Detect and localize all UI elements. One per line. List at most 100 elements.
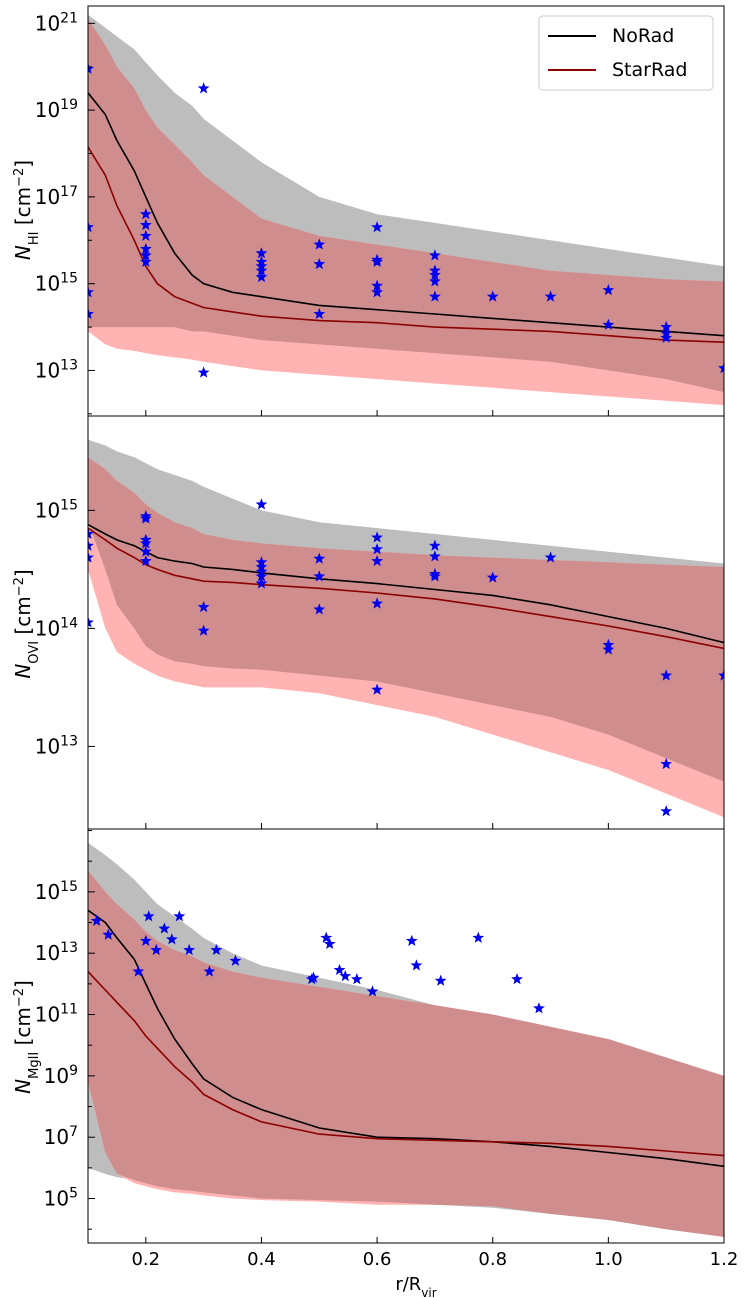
y-axis-label-mgii: NMgII [cm−2] (11, 980, 42, 1094)
observation-point (255, 577, 268, 589)
observation-point (88, 307, 94, 320)
observation-point (371, 531, 383, 543)
observation-point (139, 554, 152, 567)
plot-area (88, 439, 724, 818)
band-overlap (88, 870, 724, 1237)
observation-point (88, 286, 94, 298)
y-tick-label: 1013 (35, 733, 78, 758)
observation-point (533, 1002, 545, 1014)
observation-point (139, 545, 152, 557)
y-tick-label: 1015 (35, 271, 78, 296)
y-axis-label-hi: NHI [cm−2] (11, 160, 42, 260)
observation-point (139, 512, 152, 524)
series-line-starrad (88, 146, 724, 343)
observation-point (313, 307, 326, 320)
observation-point (197, 624, 210, 636)
observation-point (602, 643, 615, 655)
observation-point (660, 331, 673, 343)
observation-point (139, 934, 152, 946)
observation-point (139, 255, 152, 267)
y-tick-label: 1013 (35, 940, 78, 965)
observation-point (371, 597, 383, 609)
y-tick-label: 1015 (35, 497, 78, 522)
observation-point (660, 320, 673, 333)
x-tick-label: 0.4 (247, 1249, 276, 1270)
observation-point (173, 910, 186, 922)
observation-point (210, 943, 223, 956)
observation-point (158, 922, 171, 934)
observation-point (139, 537, 152, 549)
observation-point (313, 552, 326, 564)
y-axis-label-ovi: NOVI [cm−2] (11, 569, 42, 678)
observation-point (544, 551, 557, 563)
observation-point (472, 931, 485, 943)
observation-point (139, 218, 152, 231)
observation-point (142, 910, 155, 922)
y-tick-label: 1017 (35, 184, 78, 209)
observation-point (350, 973, 363, 985)
x-tick-label: 1.0 (594, 1249, 623, 1270)
observation-point (88, 527, 94, 540)
legend-frame (538, 15, 714, 91)
band-overlap (88, 19, 724, 393)
observation-point (371, 279, 383, 291)
observation-point (165, 933, 178, 945)
panel-ovi: 1013 1014 1015 (35, 415, 725, 830)
observation-point (434, 974, 447, 986)
observation-point (371, 554, 383, 567)
observation-point (197, 82, 210, 94)
y-tick-label: 1014 (35, 615, 78, 640)
observation-point (371, 255, 383, 267)
observation-point (203, 965, 216, 977)
observation-point (229, 954, 242, 966)
x-tick-label: 0.6 (363, 1249, 392, 1270)
observation-point (511, 973, 523, 985)
series-line-starrad (88, 527, 724, 650)
observation-point (371, 683, 383, 695)
observation-point (339, 970, 352, 982)
observation-point (139, 249, 152, 261)
x-axis-label: r/Rvir (395, 1274, 436, 1298)
observation-point (366, 985, 379, 997)
plot-area (88, 842, 724, 1237)
series-line-norad (88, 909, 724, 1168)
observation-point (139, 229, 152, 241)
observation-point (139, 242, 152, 254)
observation-point (544, 290, 557, 302)
observation-point (139, 208, 152, 220)
panel-mgii: 105 107 109 1011 1013 1015 0.2 0.4 0.6 0.8 1.0 1.2 (35, 828, 739, 1270)
y-tick-label: 1013 (35, 357, 78, 382)
y-tick-label: 105 (44, 1186, 78, 1211)
legend-label-norad: NoRad (612, 25, 674, 47)
y-tick-label: 1019 (35, 97, 78, 122)
observation-point (660, 757, 673, 770)
axes-frame (87, 828, 725, 1244)
observation-point (429, 268, 441, 281)
observation-point (255, 264, 268, 276)
observation-point (405, 934, 418, 946)
observation-point (333, 963, 346, 976)
x-tick-label: 0.2 (131, 1249, 160, 1270)
observation-point (410, 959, 423, 971)
observation-point (313, 603, 326, 615)
observation-point (429, 290, 441, 302)
observation-point (255, 247, 268, 259)
observation-point (102, 928, 115, 940)
observation-point (371, 543, 383, 555)
legend: NoRad StarRad (538, 15, 714, 91)
observation-point (323, 937, 336, 950)
observation-point (88, 62, 94, 74)
observation-point (486, 571, 499, 583)
observation-point (197, 366, 210, 378)
observation-point (255, 270, 268, 283)
observation-point (660, 805, 673, 817)
observation-point (197, 600, 210, 613)
y-tick-label: 1011 (35, 1002, 78, 1027)
observation-point (429, 539, 441, 551)
observation-point (718, 362, 724, 374)
observation-point (371, 221, 383, 233)
x-tick-label: 1.2 (710, 1249, 739, 1270)
observation-point (429, 570, 441, 582)
observation-point (602, 283, 615, 296)
